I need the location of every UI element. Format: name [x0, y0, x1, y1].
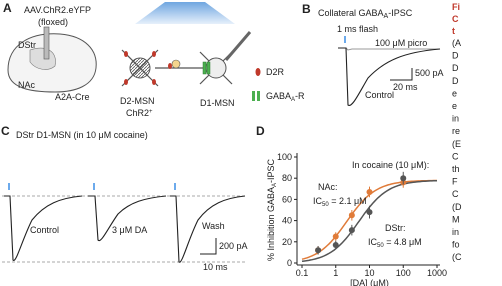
- label: 20 ms: [393, 82, 418, 92]
- y-tick-label: 100: [277, 152, 292, 162]
- ic50-label: IC50 = 2.1 μM: [313, 196, 367, 208]
- panel-title: Collateral GABAA-IPSC: [318, 8, 413, 20]
- data-point: [348, 227, 355, 234]
- label: 200 pA: [219, 241, 248, 251]
- x-tick-label: 100: [396, 268, 411, 278]
- legend-gaba: [252, 91, 255, 101]
- label: Control: [365, 90, 394, 100]
- side-line: re: [452, 126, 460, 136]
- label: 1 ms flash: [337, 24, 378, 34]
- y-tick-label: 80: [282, 173, 292, 183]
- side-line: e: [452, 88, 457, 98]
- side-line: Fi: [452, 2, 460, 12]
- label: 3 μM DA: [112, 225, 147, 235]
- legend-d2r: [255, 68, 261, 76]
- side-line: D: [452, 51, 459, 61]
- scale-bar: [200, 238, 217, 255]
- side-line: th: [452, 164, 460, 174]
- side-line: D: [452, 63, 459, 73]
- electrode: [224, 31, 252, 61]
- legend-label: D2R: [266, 67, 285, 77]
- gaba-receptors: [202, 61, 211, 75]
- side-line: D: [452, 76, 459, 86]
- side-line: in: [452, 227, 459, 237]
- side-line: M: [452, 214, 460, 224]
- data-point: [400, 175, 407, 182]
- data-point: [348, 212, 355, 219]
- x-tick-label: 1: [333, 268, 338, 278]
- terminal: [171, 59, 181, 69]
- label: Wash: [202, 221, 225, 231]
- chart: 0 20 40 60 80 100 0.1 1 10 100 1000 [DA] (μM) % Inhi…: [266, 152, 447, 286]
- legend-gaba: [257, 91, 260, 101]
- side-line: (D: [452, 202, 462, 212]
- legend-label: GABAA-R: [266, 91, 305, 103]
- y-tick-label: 40: [282, 216, 292, 226]
- label: 100 μM picro: [375, 38, 427, 48]
- label: 10 ms: [203, 262, 228, 272]
- picro-trace: [338, 47, 440, 51]
- side-line: (E: [452, 139, 461, 149]
- x-axis-label: [DA] (μM): [350, 278, 389, 286]
- label: ChR2+: [126, 108, 153, 118]
- series-label: DStr:: [385, 223, 406, 233]
- data-point: [332, 241, 339, 248]
- y-tick-label: 0: [287, 258, 292, 268]
- label: D2-MSN: [120, 96, 155, 106]
- label: AAV.ChR2.eYFP: [24, 5, 91, 15]
- data-point: [332, 233, 339, 240]
- y-tick-label: 20: [282, 237, 292, 247]
- label: 500 pA: [415, 68, 444, 78]
- d2-receptors: [124, 51, 172, 85]
- side-line: (C: [452, 252, 462, 262]
- y-tick-label: 60: [282, 194, 292, 204]
- side-line: fo: [452, 240, 460, 250]
- label: D1-MSN: [200, 98, 235, 108]
- side-line: C: [452, 189, 459, 199]
- side-line: (A: [452, 38, 461, 48]
- annotation: In cocaine (10 μM):: [352, 160, 429, 170]
- data-point: [315, 247, 322, 254]
- side-line: e: [452, 101, 457, 111]
- label: A2A-Cre: [55, 92, 90, 102]
- y-axis-label: % Inhibition GABAA-IPSC: [266, 158, 278, 261]
- x-tick-label: 0.1: [296, 268, 309, 278]
- side-line: F: [452, 177, 458, 187]
- traces: [4, 195, 246, 263]
- label: DStr: [18, 40, 36, 50]
- panel-label: D: [256, 124, 265, 138]
- scale-bar: [390, 68, 413, 81]
- d2-msn: [129, 57, 151, 79]
- data-point: [366, 188, 373, 195]
- flash-ticks: [8, 183, 176, 190]
- panel-label: A: [3, 1, 12, 15]
- panel-label: C: [1, 124, 10, 138]
- data-point: [366, 209, 373, 216]
- ic50-label: IC50 = 4.8 μM: [368, 237, 422, 249]
- x-tick-label: 10: [364, 268, 374, 278]
- side-line: C: [452, 14, 459, 24]
- panel-label: B: [302, 2, 311, 16]
- x-tick-label: 1000: [427, 268, 447, 278]
- series-label: NAc:: [318, 182, 338, 192]
- syringe: [43, 26, 50, 60]
- label: NAc: [18, 80, 36, 90]
- label: Control: [30, 225, 59, 235]
- panel-title: DStr D1-MSN (in 10 μM cocaine): [16, 130, 148, 140]
- side-line: C: [452, 151, 459, 161]
- light-cone: [135, 2, 235, 24]
- side-line: t: [452, 26, 455, 36]
- control-trace: [338, 47, 441, 106]
- side-line: in: [452, 114, 459, 124]
- label: (floxed): [38, 17, 68, 27]
